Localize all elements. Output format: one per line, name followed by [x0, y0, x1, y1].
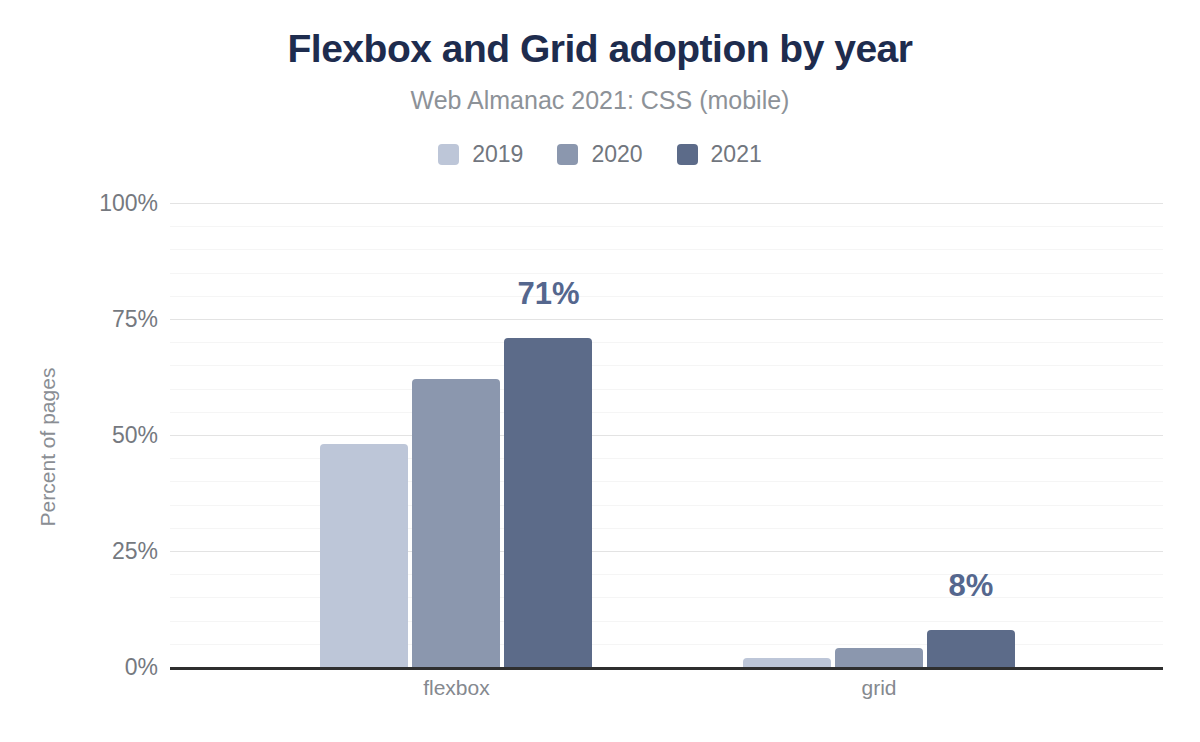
- chart-subtitle: Web Almanac 2021: CSS (mobile): [0, 86, 1200, 115]
- bar-data-label-grid: 8%: [871, 568, 1071, 604]
- legend-item-2021: 2021: [677, 141, 762, 168]
- gridline-minor: [170, 458, 1163, 459]
- legend-label: 2020: [591, 141, 642, 168]
- bar-grid-2021: [927, 630, 1015, 667]
- bar-flexbox-2021: [504, 338, 592, 667]
- gridline-minor: [170, 505, 1163, 506]
- gridline-minor: [170, 412, 1163, 413]
- legend-swatch-2019: [438, 144, 459, 165]
- bar-data-label-flexbox: 71%: [448, 276, 648, 312]
- x-axis-category-labels: flexbox grid: [170, 676, 1163, 706]
- y-tick-label: 25%: [0, 538, 158, 565]
- y-tick-label: 0%: [0, 654, 158, 681]
- gridline-minor: [170, 273, 1163, 274]
- gridline-minor: [170, 621, 1163, 622]
- gridline-major: [170, 551, 1163, 552]
- bar-grid-2020: [835, 648, 923, 667]
- gridline-major: [170, 319, 1163, 320]
- x-category-label-grid: grid: [779, 676, 979, 700]
- chart-title: Flexbox and Grid adoption by year: [0, 27, 1200, 71]
- gridline-minor: [170, 528, 1163, 529]
- gridline-minor: [170, 389, 1163, 390]
- bar-flexbox-2020: [412, 379, 500, 667]
- chart-figure: Flexbox and Grid adoption by year Web Al…: [0, 0, 1200, 742]
- legend-label: 2021: [711, 141, 762, 168]
- y-axis-title: Percent of pages: [36, 368, 60, 527]
- gridline-minor: [170, 481, 1163, 482]
- gridline-minor: [170, 296, 1163, 297]
- y-tick-label: 50%: [0, 422, 158, 449]
- gridline-major: [170, 203, 1163, 204]
- bar-grid-2019: [743, 658, 831, 667]
- gridline-minor: [170, 249, 1163, 250]
- y-axis-tick-labels: 0%25%50%75%100%: [0, 203, 158, 667]
- legend: 2019 2020 2021: [0, 141, 1200, 168]
- gridline-major: [170, 435, 1163, 436]
- gridline-minor: [170, 226, 1163, 227]
- legend-item-2019: 2019: [438, 141, 523, 168]
- y-tick-label: 75%: [0, 306, 158, 333]
- plot-area: 71% 8%: [170, 203, 1163, 670]
- gridline-minor: [170, 342, 1163, 343]
- legend-label: 2019: [472, 141, 523, 168]
- legend-swatch-2021: [677, 144, 698, 165]
- legend-swatch-2020: [557, 144, 578, 165]
- bar-flexbox-2019: [320, 444, 408, 667]
- x-category-label-flexbox: flexbox: [356, 676, 556, 700]
- legend-item-2020: 2020: [557, 141, 642, 168]
- gridline-minor: [170, 365, 1163, 366]
- y-tick-label: 100%: [0, 190, 158, 217]
